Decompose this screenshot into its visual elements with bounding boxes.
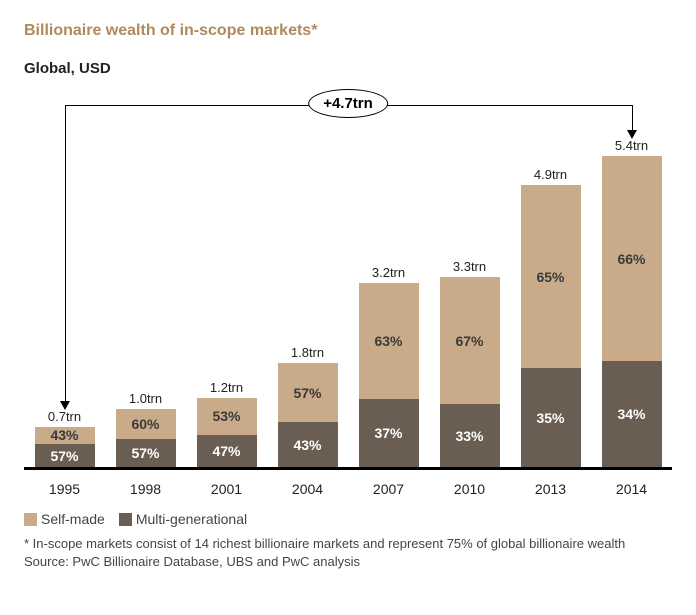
bar-total-label: 3.2trn [372, 265, 405, 280]
bar-column: 4.9trn 65%35% [510, 135, 591, 467]
stacked-bar: 53%47% [197, 398, 257, 467]
footnote-line: * In-scope markets consist of 14 richest… [24, 535, 672, 553]
chart-subtitle: Global, USD [24, 60, 672, 77]
x-axis-label: 2001 [186, 475, 267, 503]
bar-total-label: 5.4trn [615, 138, 648, 153]
segment-self-made: 53% [197, 398, 257, 435]
legend-swatch [24, 513, 37, 526]
segment-self-made: 67% [440, 277, 500, 404]
bar-total-label: 1.2trn [210, 380, 243, 395]
segment-multi-generational: 43% [278, 422, 338, 467]
segment-self-made: 43% [35, 427, 95, 444]
plot-area: 0.7trn43%57%1.0trn60%57%1.2trn53%47%1.8t… [24, 135, 672, 470]
bar-column: 1.2trn 53%47% [186, 135, 267, 467]
x-axis-label: 2013 [510, 475, 591, 503]
bar-total-label: 1.8trn [291, 345, 324, 360]
bar-column: 0.7trn 43%57% [24, 135, 105, 467]
bar-total-label: 3.3trn [453, 259, 486, 274]
legend-item: Self-made [24, 511, 105, 527]
footnote-line: Source: PwC Billionaire Database, UBS an… [24, 553, 672, 571]
bar-column: 1.0trn 60%57% [105, 135, 186, 467]
x-axis-label: 2014 [591, 475, 672, 503]
segment-self-made: 63% [359, 283, 419, 399]
x-axis-label: 2010 [429, 475, 510, 503]
legend-swatch [119, 513, 132, 526]
x-axis-label: 1998 [105, 475, 186, 503]
stacked-bar: 66%34% [602, 156, 662, 467]
stacked-bar: 60%57% [116, 409, 176, 467]
bar-total-label: 4.9trn [534, 167, 567, 182]
stacked-bar: 63%37% [359, 283, 419, 467]
stacked-bar: 43%57% [35, 427, 95, 467]
bar-total-label: 0.7trn [48, 409, 81, 424]
x-axis-label: 2007 [348, 475, 429, 503]
segment-self-made: 57% [278, 363, 338, 422]
stacked-bar: 57%43% [278, 363, 338, 467]
callout-arrow: +4.7trn [24, 105, 672, 131]
segment-multi-generational: 57% [116, 439, 176, 467]
bar-total-label: 1.0trn [129, 391, 162, 406]
segment-self-made: 65% [521, 185, 581, 368]
segment-multi-generational: 33% [440, 404, 500, 467]
segment-multi-generational: 37% [359, 399, 419, 467]
x-axis-label: 1995 [24, 475, 105, 503]
stacked-bar: 65%35% [521, 185, 581, 467]
legend-item: Multi-generational [119, 511, 247, 527]
x-axis-label: 2004 [267, 475, 348, 503]
chart-container: +4.7trn 0.7trn43%57%1.0trn60%57%1.2trn53… [24, 83, 672, 503]
callout-badge: +4.7trn [308, 89, 388, 118]
bar-column: 5.4trn 66%34% [591, 135, 672, 467]
footnote: * In-scope markets consist of 14 richest… [24, 535, 672, 570]
segment-multi-generational: 34% [602, 361, 662, 467]
segment-multi-generational: 57% [35, 444, 95, 467]
segment-self-made: 60% [116, 409, 176, 439]
bar-column: 3.2trn 63%37% [348, 135, 429, 467]
segment-multi-generational: 47% [197, 435, 257, 467]
stacked-bar: 67%33% [440, 277, 500, 467]
legend: Self-made Multi-generational [24, 511, 672, 527]
x-axis: 19951998200120042007201020132014 [24, 475, 672, 503]
bar-column: 1.8trn 57%43% [267, 135, 348, 467]
segment-self-made: 66% [602, 156, 662, 361]
bar-column: 3.3trn 67%33% [429, 135, 510, 467]
chart-title: Billionaire wealth of in-scope markets* [24, 22, 672, 40]
segment-multi-generational: 35% [521, 368, 581, 467]
